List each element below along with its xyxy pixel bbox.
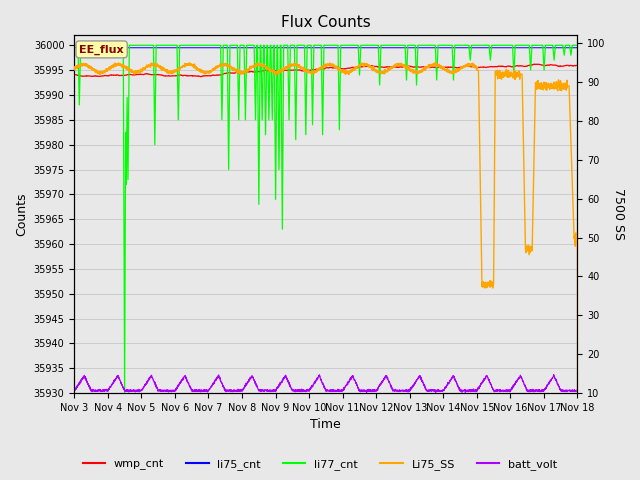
Y-axis label: 7500 SS: 7500 SS bbox=[612, 188, 625, 240]
Y-axis label: Counts: Counts bbox=[15, 192, 28, 236]
Legend: wmp_cnt, li75_cnt, li77_cnt, Li75_SS, batt_volt: wmp_cnt, li75_cnt, li77_cnt, Li75_SS, ba… bbox=[78, 455, 562, 474]
Title: Flux Counts: Flux Counts bbox=[281, 15, 371, 30]
X-axis label: Time: Time bbox=[310, 419, 341, 432]
Text: EE_flux: EE_flux bbox=[79, 44, 124, 55]
